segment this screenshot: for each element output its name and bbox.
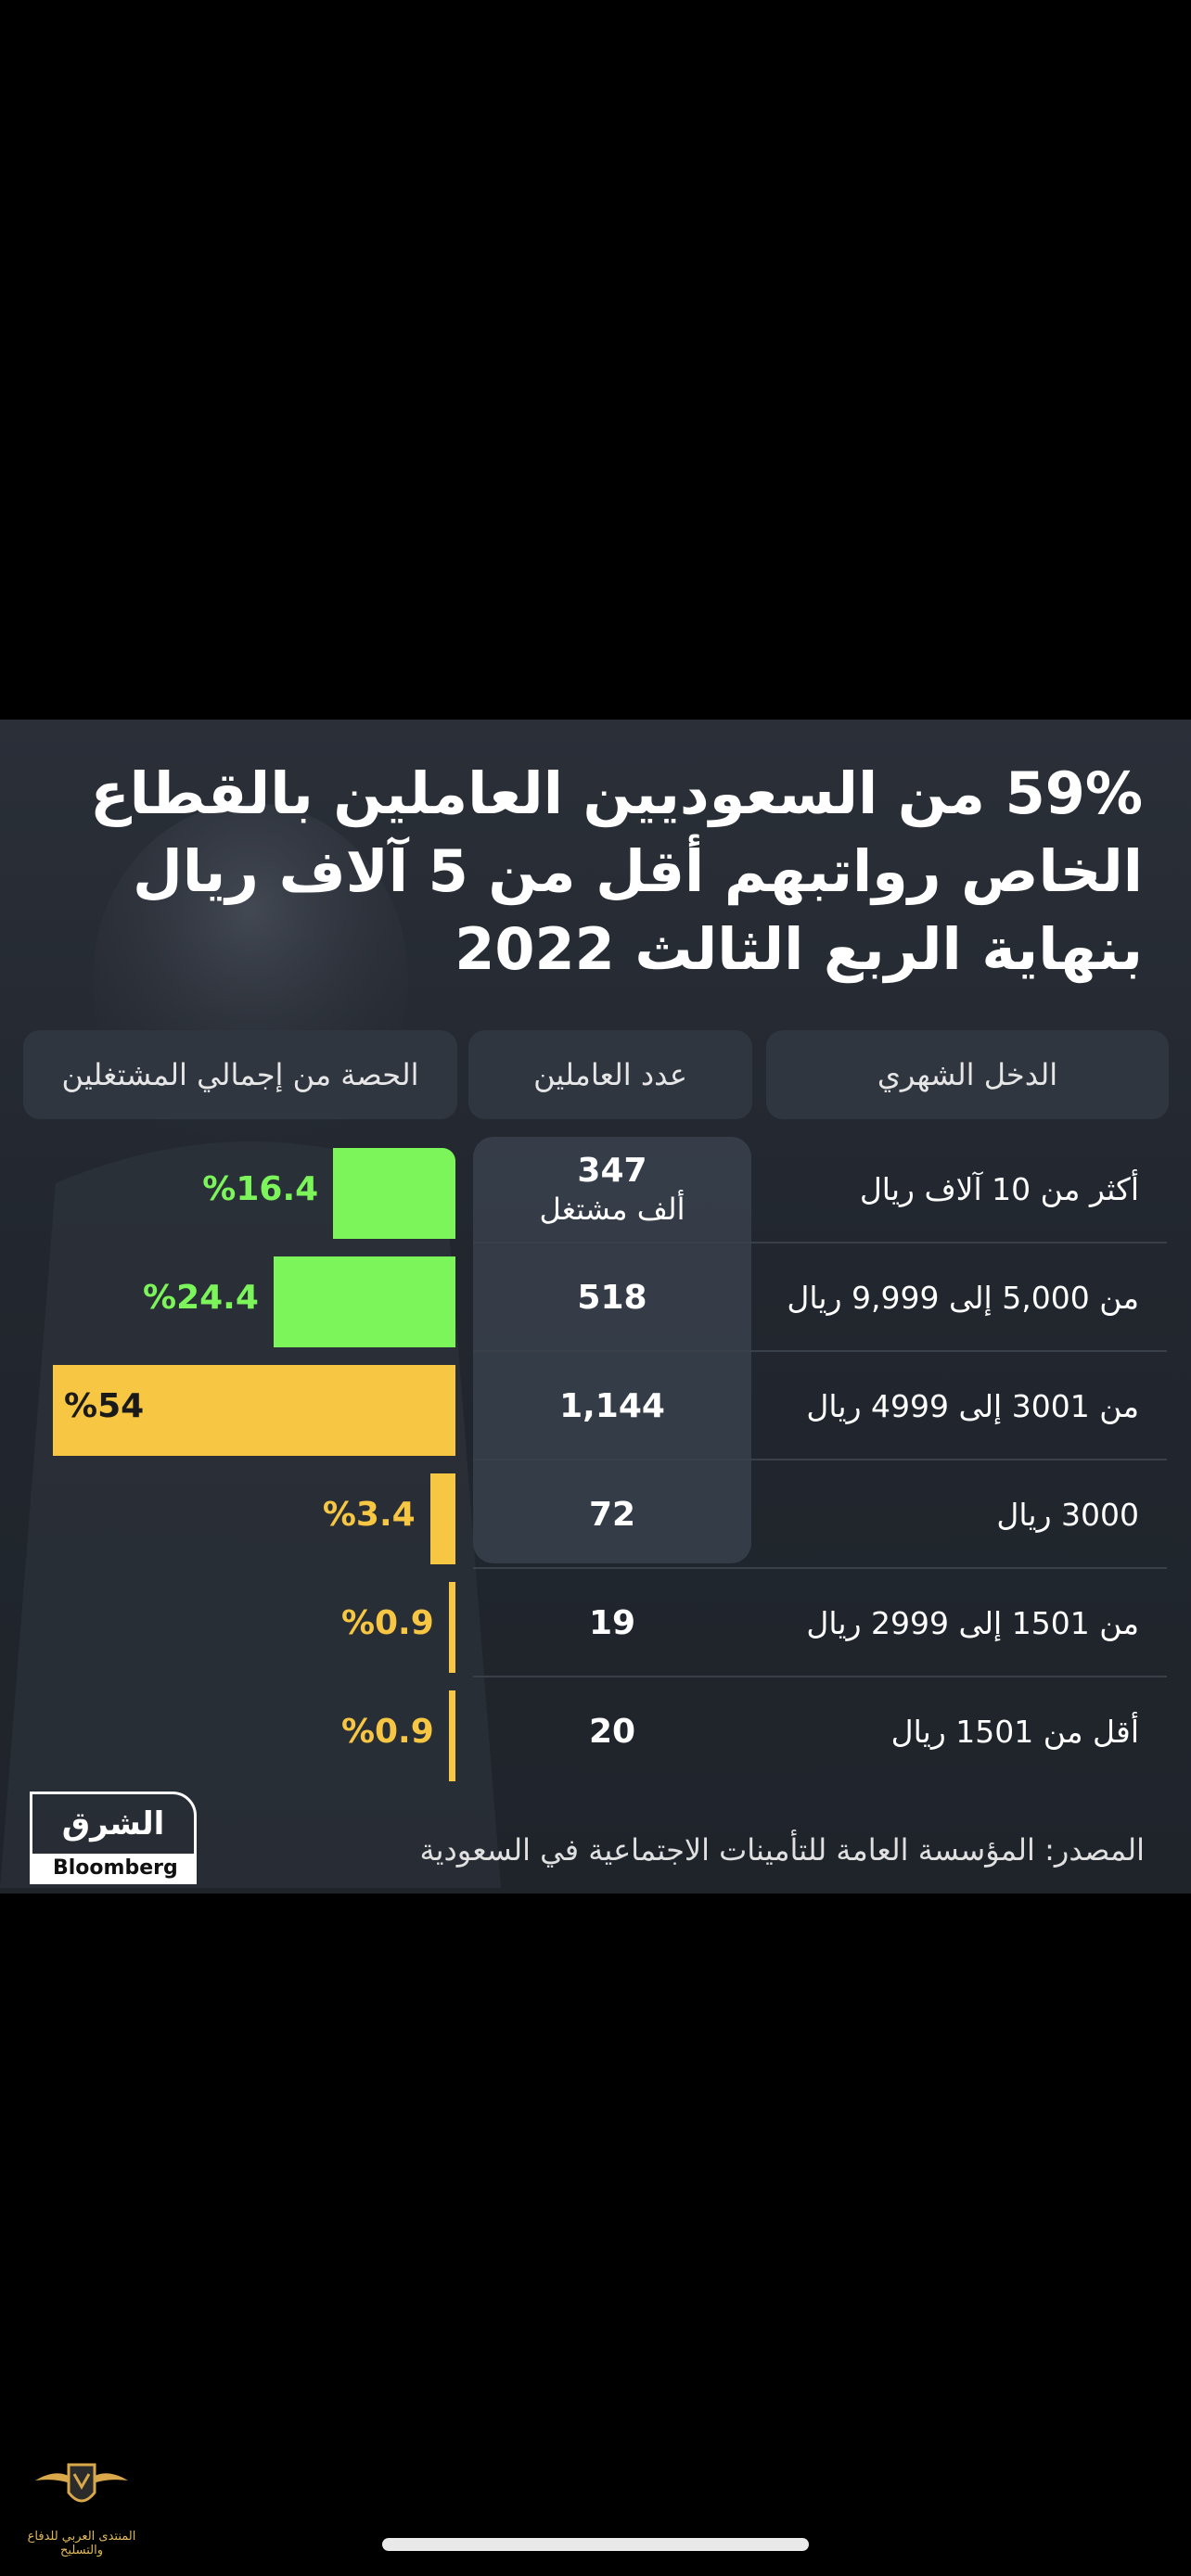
home-indicator[interactable]	[382, 2538, 809, 2551]
worker-count: 20	[473, 1677, 751, 1786]
infographic-title: 59% من السعوديين العاملين بالقطاع الخاص …	[85, 755, 1143, 988]
row-divider	[473, 1676, 1167, 1677]
row-divider	[473, 1567, 1167, 1569]
source-note: المصدر: المؤسسة العامة للتأمينات الاجتما…	[419, 1832, 1145, 1868]
title-line: الخاص رواتبهم أقل من 5 آلاف ريال	[132, 837, 1143, 905]
share-bar	[448, 1582, 455, 1673]
logo-brand: Bloomberg	[32, 1854, 194, 1881]
income-bracket-label: من 3001 إلى 4999 ريال	[806, 1388, 1139, 1424]
forum-watermark: المنتدى العربي للدفاع والتسليح	[7, 2457, 156, 2557]
title-line: بنهاية الربع الثالث 2022	[455, 915, 1143, 983]
asharq-bloomberg-logo: الشرق Bloomberg	[30, 1792, 197, 1884]
row-divider	[473, 1459, 1167, 1460]
table-row: من 3001 إلى 4999 ريال 1,144 %54	[0, 1352, 1191, 1460]
share-bar	[53, 1365, 455, 1456]
income-bracket-label: 3000 ريال	[996, 1497, 1139, 1533]
title-line: 59% من السعوديين العاملين بالقطاع	[90, 759, 1143, 827]
share-percent-label: %0.9	[340, 1604, 434, 1642]
worker-count: 518	[473, 1243, 751, 1352]
worker-count-value: 347	[577, 1152, 647, 1190]
worker-count: 347 ألف مشتغل	[473, 1135, 751, 1243]
worker-count-value: 19	[588, 1604, 636, 1642]
income-bracket-label: أكثر من 10 آلاف ريال	[859, 1171, 1139, 1207]
income-bracket-label: من 5,000 إلى 9,999 ريال	[787, 1280, 1139, 1316]
share-percent-label: %54	[64, 1387, 145, 1425]
share-bar	[273, 1256, 455, 1347]
income-bracket-label: أقل من 1501 ريال	[890, 1714, 1139, 1750]
share-percent-label: %0.9	[340, 1713, 434, 1751]
table-row: أكثر من 10 آلاف ريال 347 ألف مشتغل %16.4	[0, 1135, 1191, 1243]
worker-count-value: 72	[588, 1496, 636, 1534]
worker-count: 1,144	[473, 1352, 751, 1460]
worker-count: 72	[473, 1460, 751, 1569]
table-row: من 1501 إلى 2999 ريال 19 %0.9	[0, 1569, 1191, 1677]
header-count: عدد العاملين	[468, 1030, 752, 1119]
header-income: الدخل الشهري	[766, 1030, 1169, 1119]
share-bar	[429, 1473, 455, 1564]
watermark-text: المنتدى العربي للدفاع والتسليح	[27, 2530, 136, 2557]
worker-count-value: 518	[577, 1279, 647, 1317]
row-divider	[473, 1350, 1167, 1352]
share-percent-label: %16.4	[202, 1170, 319, 1208]
row-divider	[473, 1242, 1167, 1243]
worker-count-value: 1,144	[559, 1387, 665, 1425]
table-row: 3000 ريال 72 %3.4	[0, 1460, 1191, 1569]
share-bar	[448, 1690, 455, 1781]
worker-count: 19	[473, 1569, 751, 1677]
share-percent-label: %24.4	[143, 1279, 259, 1317]
table-row: أقل من 1501 ريال 20 %0.9	[0, 1677, 1191, 1786]
header-share: الحصة من إجمالي المشتغلين	[23, 1030, 457, 1119]
share-bar	[333, 1148, 455, 1239]
eagle-shield-icon	[35, 2463, 128, 2503]
share-percent-label: %3.4	[322, 1496, 416, 1534]
count-unit-label: ألف مشتغل	[539, 1192, 685, 1227]
worker-count-value: 20	[588, 1713, 636, 1751]
income-bracket-label: من 1501 إلى 2999 ريال	[806, 1605, 1139, 1641]
logo-arabic: الشرق	[61, 1805, 165, 1843]
infographic-card: 59% من السعوديين العاملين بالقطاع الخاص …	[0, 720, 1191, 1894]
table-row: من 5,000 إلى 9,999 ريال 518 %24.4	[0, 1243, 1191, 1352]
